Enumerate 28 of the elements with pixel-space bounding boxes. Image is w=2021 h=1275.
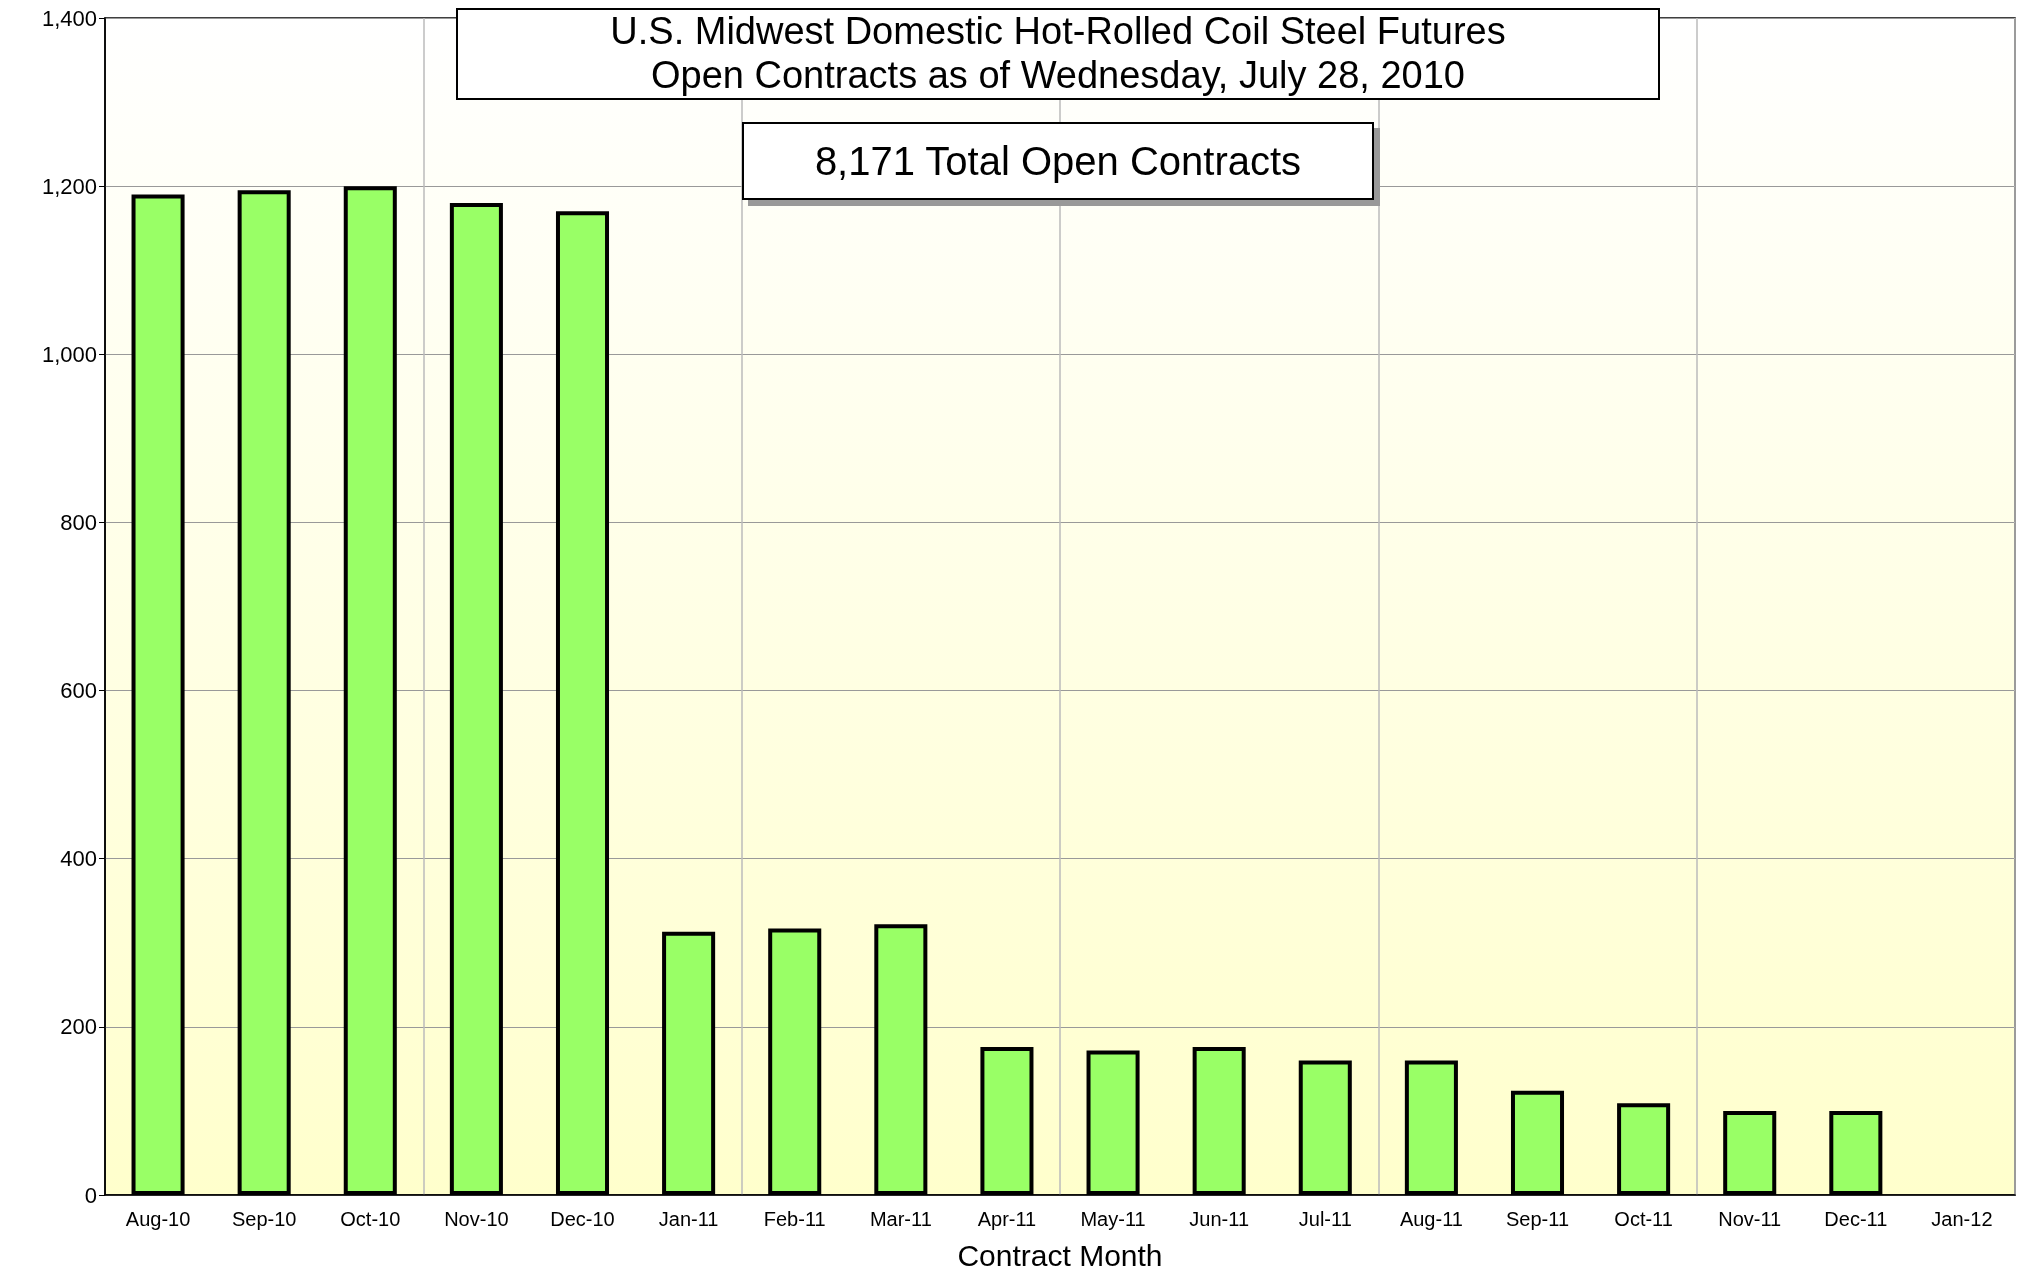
x-tick-label: Oct-10	[340, 1208, 401, 1230]
x-tick-label: Jul-11	[1298, 1208, 1352, 1230]
x-tick-label: Oct-11	[1614, 1208, 1673, 1230]
y-tick-label: 1,200	[41, 173, 97, 199]
x-tick-label: Dec-11	[1824, 1208, 1888, 1230]
y-tick-label: 400	[60, 846, 97, 872]
x-tick-label: Jun-11	[1189, 1208, 1249, 1230]
x-tick-label: Dec-10	[550, 1208, 615, 1230]
x-tick-label: Aug-11	[1399, 1208, 1463, 1230]
x-tick-label: Nov-11	[1718, 1208, 1782, 1230]
x-tick-label: Sep-10	[231, 1208, 297, 1230]
x-tick-label: Mar-11	[869, 1208, 932, 1230]
y-tick-label: 1,000	[41, 341, 97, 367]
x-tick-label: Apr-11	[977, 1208, 1037, 1230]
y-tick-label: 1,400	[41, 5, 97, 31]
x-tick-label: Feb-11	[763, 1208, 826, 1230]
x-tick-label: Jan-11	[658, 1208, 719, 1230]
y-tick-label: 800	[60, 509, 97, 535]
x-tick-label: Sep-11	[1505, 1208, 1570, 1230]
x-axis-title: Contract Month	[957, 1238, 1163, 1272]
y-tick-label: 600	[60, 678, 97, 704]
title-box: U.S. Midwest Domestic Hot-Rolled Coil Steel Futures Open Contracts as of Wednesday, July 28, 2010	[456, 8, 1660, 100]
x-tick-label: Jan-12	[1931, 1208, 1993, 1230]
x-tick-label: May-11	[1080, 1208, 1146, 1230]
y-tick-label: 200	[60, 1014, 97, 1040]
x-tick-label: Nov-10	[444, 1208, 509, 1230]
x-tick-label: Aug-10	[125, 1208, 191, 1230]
y-tick-label: 0	[84, 1182, 97, 1208]
